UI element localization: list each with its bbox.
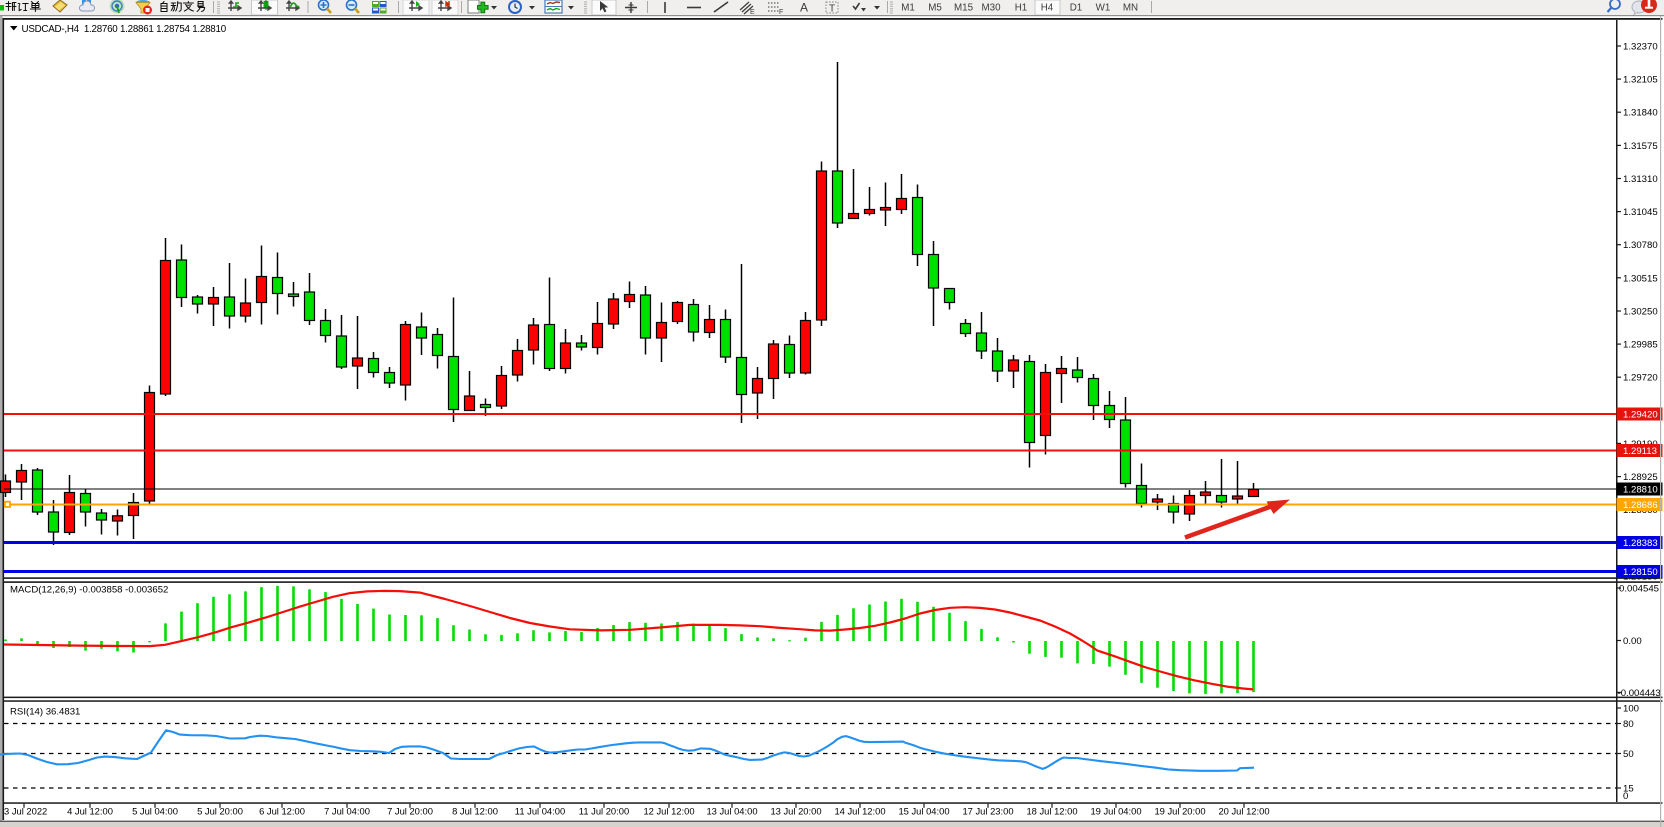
svg-text:19 Jul 20:00: 19 Jul 20:00 <box>1154 806 1205 817</box>
svg-text:20 Jul 12:00: 20 Jul 12:00 <box>1218 806 1269 817</box>
svg-text:M1: M1 <box>901 3 915 14</box>
svg-text:1.30515: 1.30515 <box>1623 273 1658 284</box>
svg-text:15 Jul 04:00: 15 Jul 04:00 <box>898 806 949 817</box>
svg-text:50: 50 <box>1623 749 1634 760</box>
svg-text:H4: H4 <box>1041 3 1054 14</box>
svg-text:19 Jul 04:00: 19 Jul 04:00 <box>1090 806 1141 817</box>
svg-text:E: E <box>750 9 755 16</box>
svg-text:1.28686: 1.28686 <box>1623 500 1658 511</box>
svg-text:T: T <box>829 4 835 15</box>
svg-text:M15: M15 <box>954 3 974 14</box>
svg-text:USDCAD-,H4 1.28760 1.28861 1.: USDCAD-,H4 1.28760 1.28861 1.28754 1.288… <box>22 24 227 35</box>
svg-text:4 Jul 12:00: 4 Jul 12:00 <box>67 806 113 817</box>
svg-text:6 Jul 12:00: 6 Jul 12:00 <box>259 806 305 817</box>
svg-text:18 Jul 12:00: 18 Jul 12:00 <box>1026 806 1077 817</box>
svg-text:1.29985: 1.29985 <box>1623 340 1658 351</box>
svg-text:100: 100 <box>1623 704 1639 715</box>
svg-text:7 Jul 04:00: 7 Jul 04:00 <box>324 806 370 817</box>
svg-text:1.32105: 1.32105 <box>1623 75 1658 86</box>
svg-text:1.28150: 1.28150 <box>1623 567 1658 578</box>
svg-text:M5: M5 <box>928 3 942 14</box>
svg-text:14 Jul 12:00: 14 Jul 12:00 <box>834 806 885 817</box>
svg-text:0.004545: 0.004545 <box>1619 584 1659 595</box>
svg-text:1.31575: 1.31575 <box>1623 141 1658 152</box>
svg-text:A: A <box>800 1 808 15</box>
svg-text:M30: M30 <box>981 3 1001 14</box>
svg-text:11 Jul 20:00: 11 Jul 20:00 <box>579 806 629 817</box>
svg-text:7 Jul 20:00: 7 Jul 20:00 <box>387 806 433 817</box>
svg-text:1.30250: 1.30250 <box>1623 307 1658 318</box>
svg-text:W1: W1 <box>1096 3 1111 14</box>
svg-text:MN: MN <box>1123 3 1138 14</box>
svg-text:15: 15 <box>1623 784 1634 795</box>
svg-text:MACD(12,26,9) -0.003858 -0.003: MACD(12,26,9) -0.003858 -0.003652 <box>10 585 168 596</box>
svg-text:1.29113: 1.29113 <box>1623 446 1657 457</box>
svg-text:F: F <box>779 9 783 16</box>
svg-text:1.31045: 1.31045 <box>1623 207 1658 218</box>
svg-text:1.29720: 1.29720 <box>1623 373 1658 384</box>
svg-text:1.29420: 1.29420 <box>1623 410 1658 421</box>
svg-text:1.30780: 1.30780 <box>1623 240 1658 251</box>
svg-text:17 Jul 23:00: 17 Jul 23:00 <box>962 806 1013 817</box>
svg-text:-0.004443: -0.004443 <box>1618 688 1661 699</box>
svg-text:1.28810: 1.28810 <box>1623 485 1658 496</box>
svg-text:RSI(14) 36.4831: RSI(14) 36.4831 <box>10 707 80 718</box>
svg-text:1.28383: 1.28383 <box>1623 538 1658 549</box>
svg-text:12 Jul 12:00: 12 Jul 12:00 <box>643 806 694 817</box>
svg-text:D1: D1 <box>1070 3 1083 14</box>
svg-text:13 Jul 04:00: 13 Jul 04:00 <box>706 806 757 817</box>
svg-text:5 Jul 20:00: 5 Jul 20:00 <box>197 806 243 817</box>
svg-text:1.31310: 1.31310 <box>1623 174 1658 185</box>
svg-text:13 Jul 20:00: 13 Jul 20:00 <box>770 806 821 817</box>
svg-text:1.32370: 1.32370 <box>1623 42 1658 53</box>
svg-text:0.00: 0.00 <box>1623 636 1642 647</box>
svg-text:1.28925: 1.28925 <box>1623 472 1658 483</box>
svg-text:1.31840: 1.31840 <box>1623 108 1658 119</box>
svg-text:3 Jul 2022: 3 Jul 2022 <box>4 806 47 817</box>
svg-text:80: 80 <box>1623 719 1634 730</box>
svg-text:0: 0 <box>1623 791 1628 802</box>
svg-text:8 Jul 12:00: 8 Jul 12:00 <box>452 806 498 817</box>
svg-text:H1: H1 <box>1015 3 1028 14</box>
svg-text:11 Jul 04:00: 11 Jul 04:00 <box>515 806 565 817</box>
svg-text:5 Jul 04:00: 5 Jul 04:00 <box>132 806 178 817</box>
